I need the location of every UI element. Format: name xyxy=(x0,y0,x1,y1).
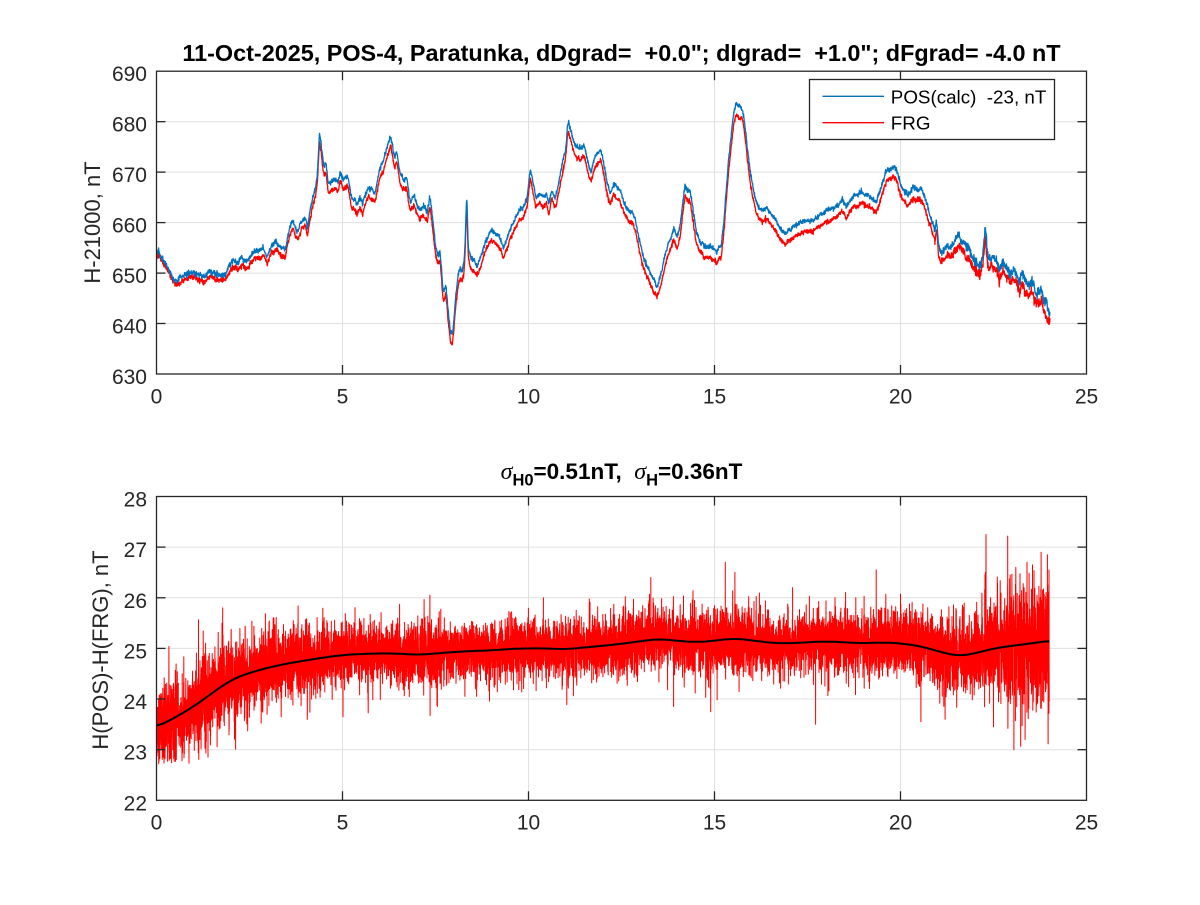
svg-text:28: 28 xyxy=(124,489,147,512)
svg-text:POS(calc) -23, nT: POS(calc) -23, nT xyxy=(891,86,1047,107)
svg-text:0: 0 xyxy=(151,385,163,408)
svg-text:H-21000, nT: H-21000, nT xyxy=(80,161,105,283)
svg-text:650: 650 xyxy=(112,265,147,288)
svg-text:25: 25 xyxy=(1075,811,1098,834)
svg-text:σH0=0.51nT, σH=0.36nT: σH0=0.51nT, σH=0.36nT xyxy=(501,459,743,490)
svg-text:5: 5 xyxy=(337,811,349,834)
svg-text:25: 25 xyxy=(1075,385,1098,408)
svg-text:20: 20 xyxy=(889,811,912,834)
svg-text:670: 670 xyxy=(112,164,147,187)
svg-text:0: 0 xyxy=(151,811,163,834)
svg-text:25: 25 xyxy=(124,640,147,663)
svg-text:11-Oct-2025, POS-4, Paratunka,: 11-Oct-2025, POS-4, Paratunka, dDgrad= +… xyxy=(182,40,1061,66)
svg-text:10: 10 xyxy=(517,385,540,408)
svg-text:660: 660 xyxy=(112,215,147,238)
svg-text:15: 15 xyxy=(703,811,726,834)
svg-text:23: 23 xyxy=(124,742,147,765)
svg-text:H(POS)-H(FRG), nT: H(POS)-H(FRG), nT xyxy=(88,550,113,749)
svg-text:27: 27 xyxy=(124,539,147,562)
svg-text:630: 630 xyxy=(112,366,147,389)
svg-text:20: 20 xyxy=(889,385,912,408)
svg-text:10: 10 xyxy=(517,811,540,834)
svg-text:5: 5 xyxy=(337,385,349,408)
svg-text:690: 690 xyxy=(112,63,147,86)
svg-text:FRG: FRG xyxy=(891,113,931,134)
svg-text:680: 680 xyxy=(112,114,147,137)
svg-text:15: 15 xyxy=(703,385,726,408)
svg-text:26: 26 xyxy=(124,590,147,613)
svg-text:640: 640 xyxy=(112,316,147,339)
svg-text:24: 24 xyxy=(124,691,148,714)
svg-text:22: 22 xyxy=(124,792,147,815)
